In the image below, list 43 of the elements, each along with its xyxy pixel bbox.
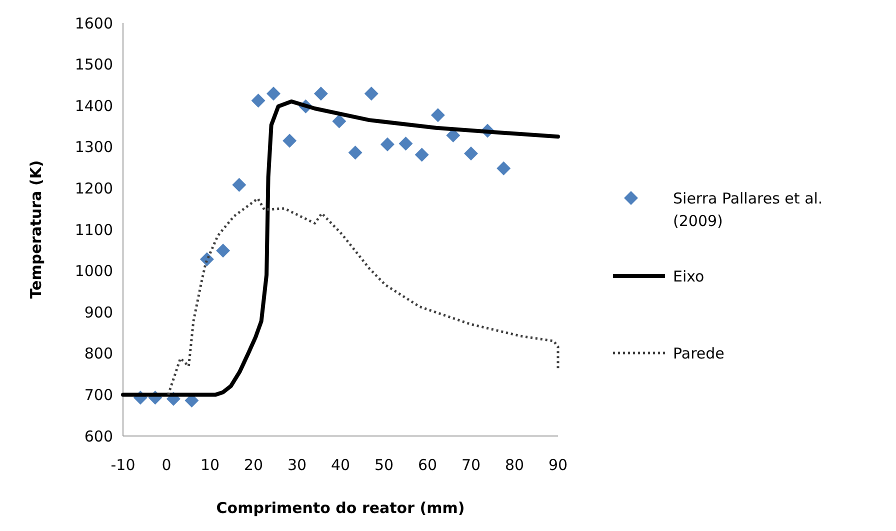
point — [266, 86, 281, 101]
y-tick-label: 800 — [84, 344, 113, 363]
x-tick-label: 40 — [330, 456, 350, 474]
point — [216, 244, 230, 258]
x-axis-title: Comprimento do reator (mm) — [216, 499, 465, 517]
legend-label: Sierra Pallares et al. (2009) — [673, 189, 823, 230]
point — [232, 178, 246, 192]
x-tick-label: 0 — [162, 456, 172, 474]
point — [496, 161, 511, 176]
x-tick-label: 70 — [461, 456, 481, 474]
point — [348, 146, 362, 160]
x-tick-label: 90 — [548, 456, 568, 474]
line-series — [121, 99, 560, 397]
legend-label: Eixo — [673, 267, 704, 286]
x-tick-label: 20 — [244, 456, 264, 474]
point — [282, 134, 297, 148]
legend-label: Parede — [673, 344, 724, 362]
y-tick-label: 1100 — [74, 220, 113, 239]
point — [414, 148, 429, 162]
point — [314, 86, 328, 101]
y-tick-label: 1300 — [74, 138, 113, 156]
y-tick-label: 700 — [84, 386, 113, 404]
y-tick-label: 1400 — [74, 96, 113, 115]
point — [251, 94, 266, 108]
point — [430, 108, 445, 122]
point — [332, 114, 346, 128]
x-tick-label: 30 — [287, 456, 307, 474]
point — [380, 137, 394, 152]
y-tick-label: 1000 — [74, 262, 113, 280]
point — [464, 146, 478, 161]
y-tick-label: 1200 — [74, 179, 113, 198]
x-tick-label: 10 — [200, 456, 220, 474]
x-tick-label: -10 — [110, 456, 136, 474]
x-tick-label: 60 — [418, 456, 438, 474]
point — [398, 136, 413, 151]
y-tick-label: 1500 — [74, 56, 113, 74]
y-tick-label: 600 — [84, 427, 113, 446]
y-tick-label: 1600 — [74, 14, 113, 32]
x-tick-label: 80 — [504, 456, 524, 474]
point — [364, 86, 378, 101]
y-tick-label: 900 — [84, 303, 113, 322]
y-axis-title: Temperatura (K) — [27, 160, 45, 299]
x-tick-label: 50 — [374, 456, 394, 474]
